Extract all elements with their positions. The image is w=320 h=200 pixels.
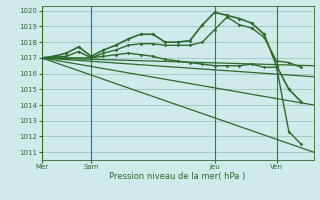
X-axis label: Pression niveau de la mer( hPa ): Pression niveau de la mer( hPa ) (109, 172, 246, 181)
